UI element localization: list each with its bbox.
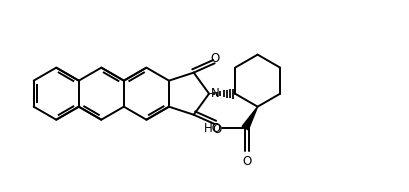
Text: HO: HO: [203, 122, 221, 135]
Polygon shape: [242, 107, 257, 130]
Text: O: O: [211, 123, 220, 136]
Text: O: O: [209, 52, 219, 65]
Text: N: N: [211, 87, 220, 100]
Text: O: O: [242, 155, 251, 168]
